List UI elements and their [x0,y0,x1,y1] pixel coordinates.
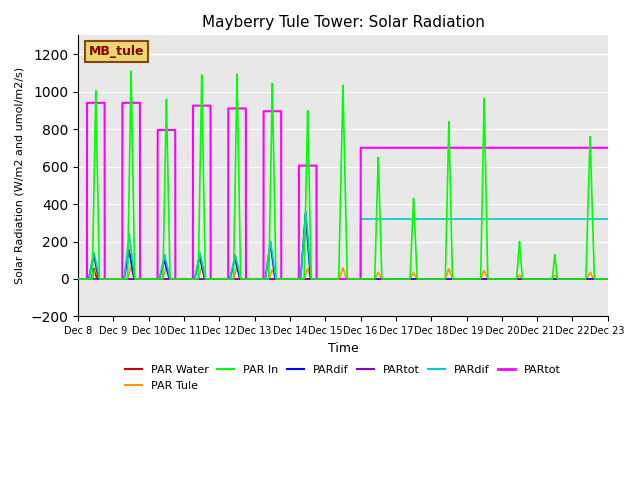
X-axis label: Time: Time [328,342,358,355]
Title: Mayberry Tule Tower: Solar Radiation: Mayberry Tule Tower: Solar Radiation [202,15,484,30]
Text: MB_tule: MB_tule [89,45,144,58]
Y-axis label: Solar Radiation (W/m2 and umol/m2/s): Solar Radiation (W/m2 and umol/m2/s) [15,67,25,285]
Legend: PAR Water, PAR Tule, PAR In, PARdif, PARtot, PARdif, PARtot: PAR Water, PAR Tule, PAR In, PARdif, PAR… [120,361,565,395]
